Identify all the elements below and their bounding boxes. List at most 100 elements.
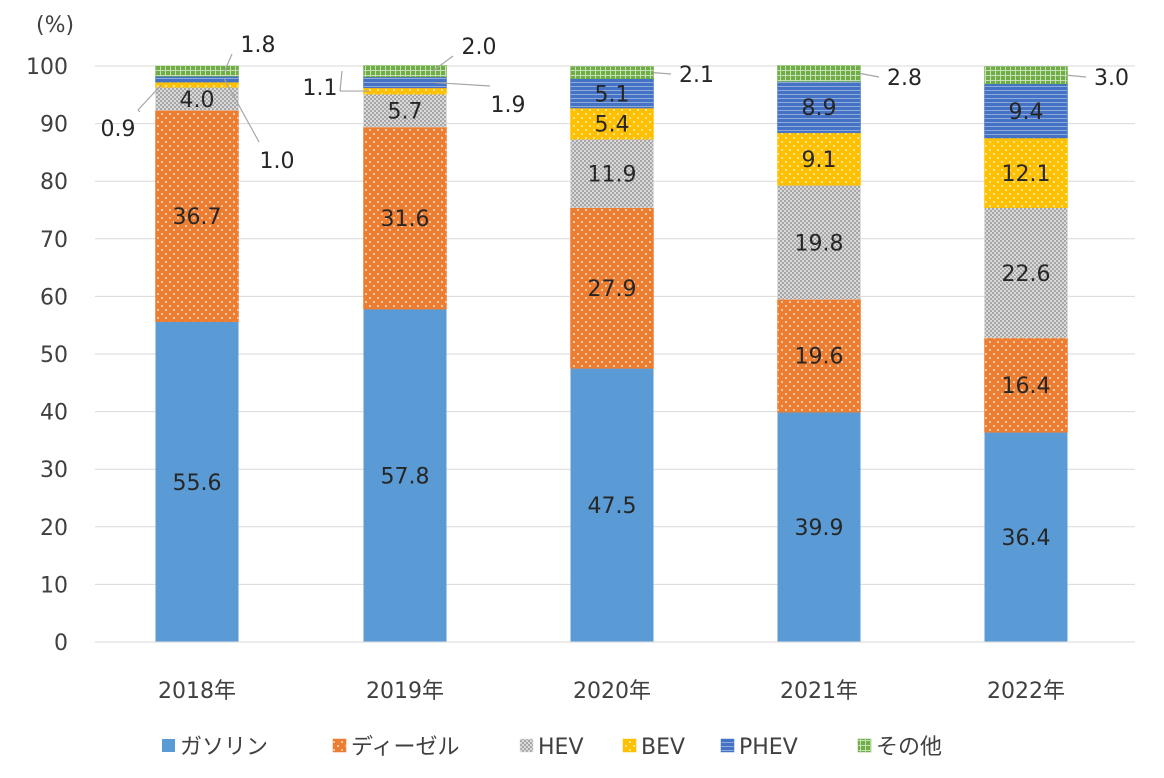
leader-line <box>137 84 162 111</box>
legend-label: BEV <box>641 735 685 760</box>
x-tick-label: 2019年 <box>366 679 444 704</box>
data-label: 9.1 <box>802 148 837 173</box>
y-tick-label: 40 <box>40 401 68 426</box>
y-tick-label: 80 <box>40 170 68 195</box>
x-tick-label: 2020年 <box>573 679 651 704</box>
data-label: 47.5 <box>588 494 637 519</box>
bar-segment <box>777 81 861 134</box>
data-label: 16.4 <box>1002 374 1051 399</box>
legend-label: HEV <box>538 735 584 760</box>
y-tick-label: 100 <box>26 55 68 80</box>
leader-line <box>1067 74 1087 78</box>
leader-line <box>339 70 343 92</box>
data-label: 55.6 <box>173 471 222 496</box>
x-tick-label: 2022年 <box>987 679 1065 704</box>
data-label: 4.0 <box>180 88 215 113</box>
y-tick-label: 50 <box>40 343 68 368</box>
leader-line <box>137 109 141 113</box>
leader-line <box>432 81 491 87</box>
y-tick-label: 60 <box>40 285 68 310</box>
legend-swatch <box>857 738 872 753</box>
y-tick-label: 70 <box>40 228 68 253</box>
data-label: 2.8 <box>887 66 922 91</box>
bar-segment <box>984 337 1068 433</box>
legend-label: ディーゼル <box>351 735 459 760</box>
bar-segment <box>777 184 861 300</box>
legend-swatch <box>720 738 735 753</box>
data-label: 11.9 <box>588 162 637 187</box>
leader-line <box>223 78 260 143</box>
data-label: 8.9 <box>802 96 837 121</box>
bar-segment <box>777 299 861 413</box>
legend-swatch <box>519 738 534 753</box>
bar-segment <box>363 93 447 128</box>
data-label: 19.8 <box>795 231 844 256</box>
leader-line <box>223 53 233 72</box>
bar-segment <box>570 78 654 109</box>
data-label: 2.0 <box>462 35 497 60</box>
legend-swatch <box>622 738 637 753</box>
y-tick-label: 0 <box>54 631 68 656</box>
legend-label: その他 <box>876 735 942 760</box>
bar-segment <box>155 321 239 642</box>
bar-segment <box>984 432 1068 642</box>
bar-segment <box>984 66 1068 85</box>
bar-segment <box>155 65 239 77</box>
data-label: 0.9 <box>101 117 136 142</box>
bar-segment <box>984 137 1068 208</box>
bar-segment <box>155 110 239 322</box>
data-label: 12.1 <box>1002 162 1051 187</box>
bar-segment <box>570 207 654 369</box>
bar-segment <box>984 83 1068 139</box>
data-label: 36.4 <box>1002 526 1051 551</box>
bar-segment <box>363 65 447 78</box>
data-label: 22.6 <box>1002 262 1051 287</box>
x-axis: 2018年 2019年 2020年 2021年 2022年 <box>95 641 1135 704</box>
value-labels: 55.6 36.7 4.0 0.9 1.0 1.8 57.8 31.6 5.7 1.1 1.9 2.0… <box>101 33 1130 551</box>
bar-segment <box>363 309 447 642</box>
y-tick-label: 20 <box>40 516 68 541</box>
bar-segment <box>777 132 861 186</box>
bar-segment <box>984 207 1068 339</box>
data-label: 5.7 <box>388 100 423 125</box>
bar-segment <box>777 65 861 82</box>
legend-label: ガソリン <box>180 735 268 760</box>
y-axis: (%) 0 10 20 30 40 50 60 70 80 90 100 <box>26 13 74 656</box>
data-label: 1.8 <box>241 33 276 58</box>
y-tick-label: 10 <box>40 573 68 598</box>
leader-line <box>653 72 672 75</box>
leader-line <box>432 55 454 72</box>
data-label: 1.9 <box>491 93 526 118</box>
bar-segment <box>570 66 654 79</box>
data-label: 2.1 <box>679 63 714 88</box>
data-label: 27.9 <box>588 277 637 302</box>
x-tick-label: 2021年 <box>780 679 858 704</box>
data-label: 19.6 <box>795 345 844 370</box>
data-label: 39.9 <box>795 516 844 541</box>
bar-segment <box>777 412 861 642</box>
legend-swatch <box>332 738 347 753</box>
data-label: 31.6 <box>381 207 430 232</box>
bar-segment <box>363 126 447 310</box>
legend-swatch <box>162 739 175 752</box>
data-label: 57.8 <box>381 465 430 490</box>
x-tick-label: 2018年 <box>158 679 236 704</box>
data-label: 1.0 <box>260 149 295 174</box>
y-tick-label: 30 <box>40 458 68 483</box>
bar-segment <box>570 368 654 642</box>
y-axis-unit-label: (%) <box>36 13 74 38</box>
data-label: 36.7 <box>173 205 222 230</box>
bar-segment <box>570 138 654 208</box>
legend: ガソリン ディーゼル HEV BEV PHEV その他 <box>162 735 942 760</box>
y-tick-label: 90 <box>40 113 68 138</box>
leader-line <box>860 72 880 78</box>
data-label: 3.0 <box>1094 66 1129 91</box>
data-label: 5.4 <box>595 113 630 138</box>
bars <box>155 65 1068 642</box>
data-label: 5.1 <box>595 82 630 107</box>
bar-segment <box>570 107 654 140</box>
data-label: 9.4 <box>1009 100 1044 125</box>
bar-segment <box>363 87 447 95</box>
data-label: 1.1 <box>303 76 338 101</box>
